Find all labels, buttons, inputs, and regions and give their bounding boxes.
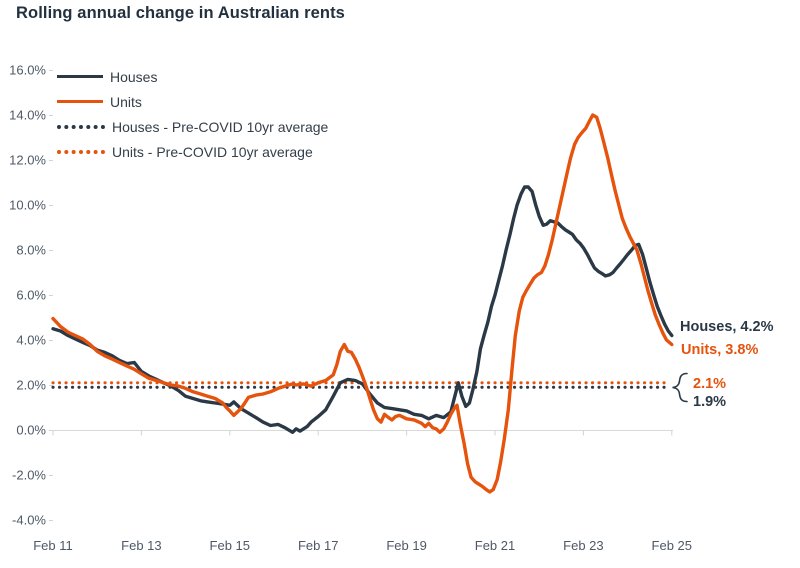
legend-label: Units: [110, 93, 142, 110]
y-axis-tick-label: -2.0%: [12, 468, 46, 483]
houses-dotted-swatch: [57, 124, 105, 129]
x-axis-tick-label: Feb 19: [386, 538, 426, 553]
legend-item-houses: Houses: [57, 64, 328, 89]
x-axis-tick-label: Feb 17: [298, 538, 338, 553]
y-axis-tick-label: 8.0%: [16, 243, 46, 258]
legend-item-houses-average: Houses - Pre-COVID 10yr average: [57, 114, 328, 139]
houses-line: [51, 185, 674, 434]
y-axis-tick-label: 4.0%: [16, 333, 46, 348]
legend-label: Units - Pre-COVID 10yr average: [112, 143, 313, 160]
units-dotted-swatch: [57, 149, 105, 154]
legend: Houses Units Houses - Pre-COVID 10yr ave…: [57, 64, 328, 164]
y-axis-tick-label: 6.0%: [16, 288, 46, 303]
y-axis-tick-label: 14.0%: [9, 108, 46, 123]
average-bracket: [672, 372, 688, 403]
chart-generated-layer: 16.0% 14.0% 12.0% 10.0% 8.0% 6.0% 4.0% 2.0% 0.0%…: [9, 63, 692, 554]
y-axis-tick-label: 10.0%: [9, 198, 46, 213]
legend-label: Houses - Pre-COVID 10yr average: [112, 118, 329, 135]
legend-item-units-average: Units - Pre-COVID 10yr average: [57, 139, 328, 164]
units-average-label: 2.1%: [693, 376, 726, 392]
x-axis-tick-label: Feb 11: [33, 538, 73, 553]
houses-average-label: 1.9%: [693, 394, 726, 410]
y-axis-tick-label: 16.0%: [9, 63, 46, 78]
x-axis-tick-label: Feb 13: [121, 538, 161, 553]
y-axis-tick-label: 2.0%: [16, 378, 46, 393]
y-axis-tick-label: 0.0%: [16, 423, 46, 438]
units-line-swatch: [57, 100, 103, 103]
houses-end-label: Houses, 4.2%: [680, 319, 774, 335]
chart-title: Rolling annual change in Australian rent…: [16, 4, 345, 22]
x-axis-tick-label: Feb 25: [652, 538, 692, 553]
legend-item-units: Units: [57, 89, 328, 114]
units-end-label: Units, 3.8%: [681, 342, 758, 358]
x-axis-tick-label: Feb 15: [210, 538, 250, 553]
x-axis-tick-label: Feb 21: [475, 538, 515, 553]
y-axis-tick-label: 12.0%: [9, 153, 46, 168]
units-line: [51, 113, 674, 494]
legend-label: Houses: [110, 68, 158, 85]
houses-line-swatch: [57, 75, 103, 78]
x-axis-tick-label: Feb 23: [563, 538, 603, 553]
y-axis-tick-label: -4.0%: [12, 513, 46, 528]
